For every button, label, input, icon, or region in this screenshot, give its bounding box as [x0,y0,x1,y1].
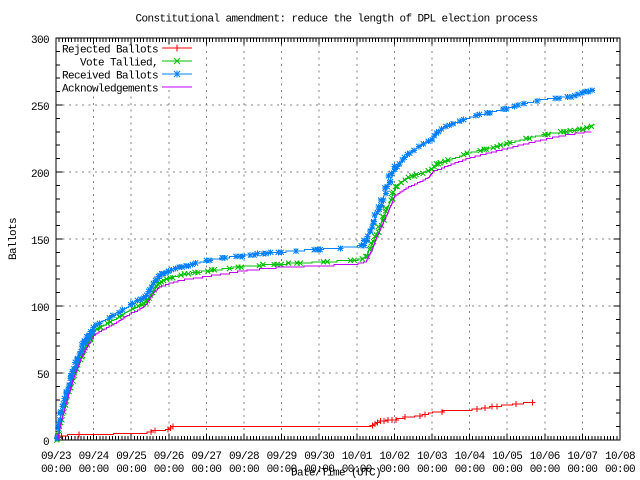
svg-text:00:00: 00:00 [191,464,221,476]
svg-text:09/29: 09/29 [267,451,297,463]
svg-text:00:00: 00:00 [267,464,297,476]
svg-text:00:00: 00:00 [455,464,485,476]
svg-text:Received Ballots: Received Ballots [62,70,158,82]
svg-text:Constitutional amendment: redu: Constitutional amendment: reduce the len… [136,14,538,26]
svg-text:10/04: 10/04 [455,451,486,463]
svg-text:00:00: 00:00 [530,464,560,476]
svg-text:Acknowledgements: Acknowledgements [62,83,158,95]
svg-text:100: 100 [31,303,49,315]
svg-text:10/03: 10/03 [417,451,447,463]
svg-text:Rejected Ballots: Rejected Ballots [62,44,158,56]
svg-text:Ballots: Ballots [8,218,20,260]
svg-text:00:00: 00:00 [229,464,259,476]
svg-text:09/28: 09/28 [229,451,259,463]
svg-text:09/26: 09/26 [154,451,184,463]
svg-text:00:00: 00:00 [116,464,146,476]
svg-text:10/06: 10/06 [530,451,560,463]
svg-text:00:00: 00:00 [492,464,522,476]
svg-text:10/05: 10/05 [492,451,522,463]
svg-text:00:00: 00:00 [605,464,635,476]
svg-text:00:00: 00:00 [79,464,109,476]
svg-text:09/27: 09/27 [191,451,221,463]
svg-text:10/08: 10/08 [605,451,635,463]
svg-text:10/01: 10/01 [342,451,373,463]
svg-text:00:00: 00:00 [304,464,334,476]
svg-text:150: 150 [31,236,49,248]
svg-text:Vote Tallied,: Vote Tallied, [80,57,158,69]
svg-text:00:00: 00:00 [154,464,184,476]
svg-text:200: 200 [31,169,49,181]
svg-text:00:00: 00:00 [379,464,409,476]
svg-text:10/02: 10/02 [379,451,409,463]
svg-text:09/24: 09/24 [79,451,110,463]
svg-text:09/23: 09/23 [41,451,71,463]
svg-text:00:00: 00:00 [342,464,372,476]
svg-text:Date/Time (UTC): Date/Time (UTC) [291,468,381,480]
svg-text:00:00: 00:00 [417,464,447,476]
svg-text:09/25: 09/25 [116,451,146,463]
svg-text:00:00: 00:00 [567,464,597,476]
svg-text:50: 50 [37,370,49,382]
svg-text:00:00: 00:00 [41,464,71,476]
svg-text:09/30: 09/30 [304,451,334,463]
svg-text:300: 300 [31,35,49,47]
svg-text:250: 250 [31,102,49,114]
svg-text:0: 0 [43,437,49,449]
svg-text:10/07: 10/07 [567,451,597,463]
